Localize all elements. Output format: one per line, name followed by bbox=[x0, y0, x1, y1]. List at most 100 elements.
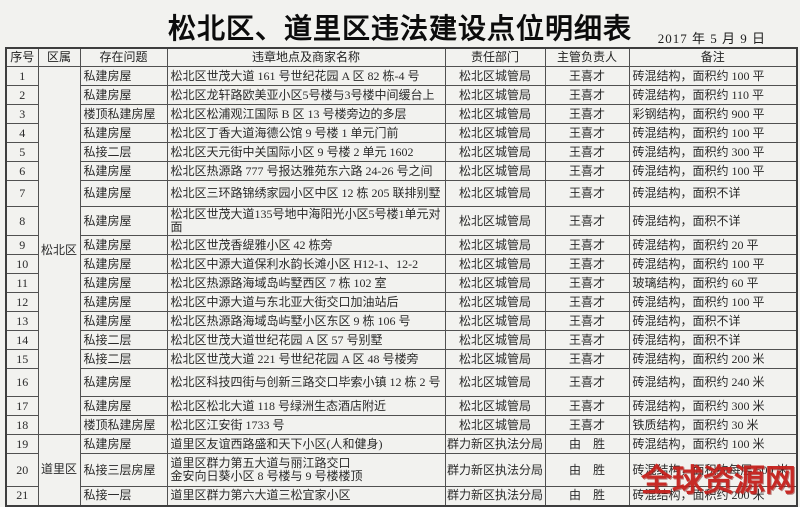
cell-no: 6 bbox=[5, 161, 39, 181]
cell-location: 松北区三环路锦绣家园小区中区 12 栋 205 联排别墅 bbox=[166, 180, 446, 207]
cell-problem: 私建房屋 bbox=[79, 368, 168, 397]
cell-location: 松北区松北大道 118 号绿洲生态酒店附近 bbox=[166, 396, 446, 416]
table-row: 18 楼顶私建房屋 松北区江安街 1733 号松北区城管局 王喜才 铁质结构，面积约 3… bbox=[5, 415, 798, 435]
cell-remark: 砖混结构，面积约 100 平 bbox=[628, 161, 798, 181]
table-row: 3 楼顶私建房屋 松北区松浦观江国际 B 区 13 号楼旁边的多层 松北区城管局 王喜才… bbox=[5, 104, 798, 124]
cell-manager: 王喜才 bbox=[544, 104, 630, 124]
cell-no: 15 bbox=[5, 349, 39, 369]
cell-no: 10 bbox=[5, 254, 39, 274]
header-row: 序号 区属 存在问题 违章地点及商家名称 责任部门 主管负责人 备注 bbox=[5, 47, 798, 67]
cell-remark: 砖混结构，面积不详 bbox=[628, 206, 798, 236]
col-header-problem: 存在问题 bbox=[79, 47, 168, 67]
cell-manager: 王喜才 bbox=[544, 396, 630, 416]
cell-remark: 砖混结构，面积约 100 平 bbox=[628, 292, 798, 312]
document-header: 松北区、道里区违法建设点位明细表 2017 年 5 月 9 日 bbox=[0, 0, 800, 46]
cell-problem: 私建房屋 bbox=[79, 292, 168, 312]
table-row: 11 私建房屋 松北区热源路海域岛屿墅西区 7 栋 102 室松北区城管局 王喜才 玻璃… bbox=[5, 273, 798, 293]
cell-department: 群力新区执法分局 bbox=[444, 453, 546, 487]
cell-remark: 砖混结构，面积约 100 平 bbox=[628, 66, 798, 86]
cell-problem: 私接一层 bbox=[79, 486, 168, 506]
cell-department: 松北区城管局 bbox=[444, 85, 546, 105]
cell-no: 13 bbox=[5, 311, 39, 331]
cell-location: 松北区中源大道保利水韵长滩小区 H12-1、12-2 bbox=[166, 254, 446, 274]
table-row: 6 私建房屋 松北区热源路 777 号报达雅苑东六路 24-26 号之间 松北区城管局… bbox=[5, 161, 798, 181]
cell-no: 7 bbox=[5, 180, 39, 207]
cell-department: 松北区城管局 bbox=[444, 254, 546, 274]
cell-department: 松北区城管局 bbox=[444, 368, 546, 397]
cell-department: 松北区城管局 bbox=[444, 311, 546, 331]
cell-problem: 私建房屋 bbox=[79, 85, 168, 105]
page-title: 松北区、道里区违法建设点位明细表 bbox=[167, 13, 632, 44]
table-row: 20 私接三层房屋 道里区群力第五大道与丽江路交口 金安向日葵小区 8 号楼与 9 … bbox=[5, 453, 798, 487]
table-row: 4 私建房屋 松北区丁香大道海德公馆 9 号楼 1 单元门前 松北区城管局 王喜才 砖混结… bbox=[5, 123, 798, 143]
cell-department: 松北区城管局 bbox=[444, 104, 546, 124]
cell-manager: 王喜才 bbox=[544, 330, 630, 350]
cell-location: 松北区中源大道与东北亚大街交口加油站后 bbox=[166, 292, 446, 312]
cell-manager: 王喜才 bbox=[544, 349, 630, 369]
cell-remark: 砖混结构，面积约 100 平 bbox=[628, 123, 798, 143]
cell-manager: 王喜才 bbox=[544, 66, 630, 86]
cell-location: 松北区世茂大道 221 号世纪花园 A 区 48 号楼旁 bbox=[166, 349, 446, 369]
cell-remark: 砖混结构，面积约 300 米 bbox=[628, 396, 798, 416]
cell-remark: 彩钢结构，面积约 900 平 bbox=[628, 104, 798, 124]
cell-department: 松北区城管局 bbox=[444, 415, 546, 435]
cell-manager: 王喜才 bbox=[544, 180, 630, 207]
table-row: 10 私建房屋 松北区中源大道保利水韵长滩小区 H12-1、12-2 松北区城管局 王喜… bbox=[5, 254, 798, 274]
cell-manager: 王喜才 bbox=[544, 123, 630, 143]
cell-problem: 私建房屋 bbox=[79, 235, 168, 255]
cell-department: 群力新区执法分局 bbox=[444, 434, 546, 454]
cell-problem: 私建房屋 bbox=[79, 180, 168, 207]
cell-no: 19 bbox=[5, 434, 39, 454]
col-header-district: 区属 bbox=[37, 47, 81, 67]
cell-location: 道里区群力第六大道三松宜家小区 bbox=[166, 486, 446, 506]
cell-manager: 王喜才 bbox=[544, 368, 630, 397]
cell-problem: 私接二层 bbox=[79, 142, 168, 162]
cell-location: 松北区江安街 1733 号 bbox=[166, 415, 446, 435]
cell-location: 松北区世茂大道 161 号世纪花园 A 区 82 栋-4 号 bbox=[166, 66, 446, 86]
cell-location: 松北区天元街中关国际小区 9 号楼 2 单元 1602 bbox=[166, 142, 446, 162]
table-row: 19 道里区 私建房屋 道里区友谊西路盛和天下小区(人和健身) 群力新区执法分局由 胜砖… bbox=[5, 434, 798, 506]
cell-department: 松北区城管局 bbox=[444, 180, 546, 207]
cell-manager: 王喜才 bbox=[544, 235, 630, 255]
table-row: 9 私建房屋 松北区世茂香缇雅小区 42 栋旁 松北区城管局 王喜才 砖混结构，面积约 2… bbox=[5, 235, 798, 255]
cell-manager: 王喜才 bbox=[544, 254, 630, 274]
cell-department: 松北区城管局 bbox=[444, 396, 546, 416]
cell-department: 松北区城管局 bbox=[444, 66, 546, 86]
cell-remark: 砖混结构，面积约 100 平 bbox=[628, 254, 798, 274]
cell-no: 11 bbox=[5, 273, 39, 293]
cell-location: 松北区龙轩路欧美亚小区5号楼与3号楼中间缓台上 bbox=[166, 85, 446, 105]
cell-no: 17 bbox=[5, 396, 39, 416]
cell-remark: 砖混结构，面积约 110 平 bbox=[628, 85, 798, 105]
cell-no: 8 bbox=[5, 206, 39, 236]
table-row: 16 私建房屋 松北区科技四街与创新三路交口毕索小镇 12 栋 2 号松北区城管局王… bbox=[5, 368, 798, 397]
cell-no: 12 bbox=[5, 292, 39, 312]
cell-remark: 砖混结构，面积约 100 米 bbox=[628, 434, 798, 454]
table-row: 8 私建房屋 松北区世茂大道135号地中海阳光小区5号楼1单元对面 松北区城管局 王喜才… bbox=[5, 206, 798, 236]
cell-no: 21 bbox=[5, 486, 39, 506]
cell-no: 4 bbox=[5, 123, 39, 143]
cell-manager: 王喜才 bbox=[544, 273, 630, 293]
cell-no: 16 bbox=[5, 368, 39, 397]
cell-location: 道里区群力第五大道与丽江路交口 金安向日葵小区 8 号楼与 9 号楼楼顶 bbox=[166, 453, 446, 487]
col-header-location: 违章地点及商家名称 bbox=[166, 47, 446, 67]
cell-department: 松北区城管局 bbox=[444, 123, 546, 143]
cell-remark: 玻璃结构，面积约 60 平 bbox=[628, 273, 798, 293]
cell-location: 松北区世茂大道135号地中海阳光小区5号楼1单元对面 bbox=[166, 206, 446, 236]
cell-location: 松北区热源路 777 号报达雅苑东六路 24-26 号之间 bbox=[166, 161, 446, 181]
table-row: 1 松北区 私建房屋 松北区世茂大道 161 号世纪花园 A 区 82 栋-4 号松北… bbox=[5, 66, 798, 435]
cell-problem: 私建房屋 bbox=[79, 161, 168, 181]
cell-manager: 王喜才 bbox=[544, 311, 630, 331]
table-row: 17 私建房屋 松北区松北大道 118 号绿洲生态酒店附近 松北区城管局 王喜才 砖混结构… bbox=[5, 396, 798, 416]
cell-department: 松北区城管局 bbox=[444, 292, 546, 312]
cell-no: 20 bbox=[5, 453, 39, 487]
watermark-text: 全球资源网 bbox=[641, 463, 796, 498]
cell-manager: 王喜才 bbox=[544, 415, 630, 435]
cell-location: 松北区热源路海域岛屿墅西区 7 栋 102 室 bbox=[166, 273, 446, 293]
cell-remark: 砖混结构，面积约 240 米 bbox=[628, 368, 798, 397]
cell-no: 14 bbox=[5, 330, 39, 350]
cell-department: 松北区城管局 bbox=[444, 273, 546, 293]
table-row: 7 私建房屋 松北区三环路锦绣家园小区中区 12 栋 205 联排别墅 松北区城管局王… bbox=[5, 180, 798, 207]
cell-department: 松北区城管局 bbox=[444, 330, 546, 350]
cell-manager: 王喜才 bbox=[544, 85, 630, 105]
cell-location: 松北区世茂香缇雅小区 42 栋旁 bbox=[166, 235, 446, 255]
